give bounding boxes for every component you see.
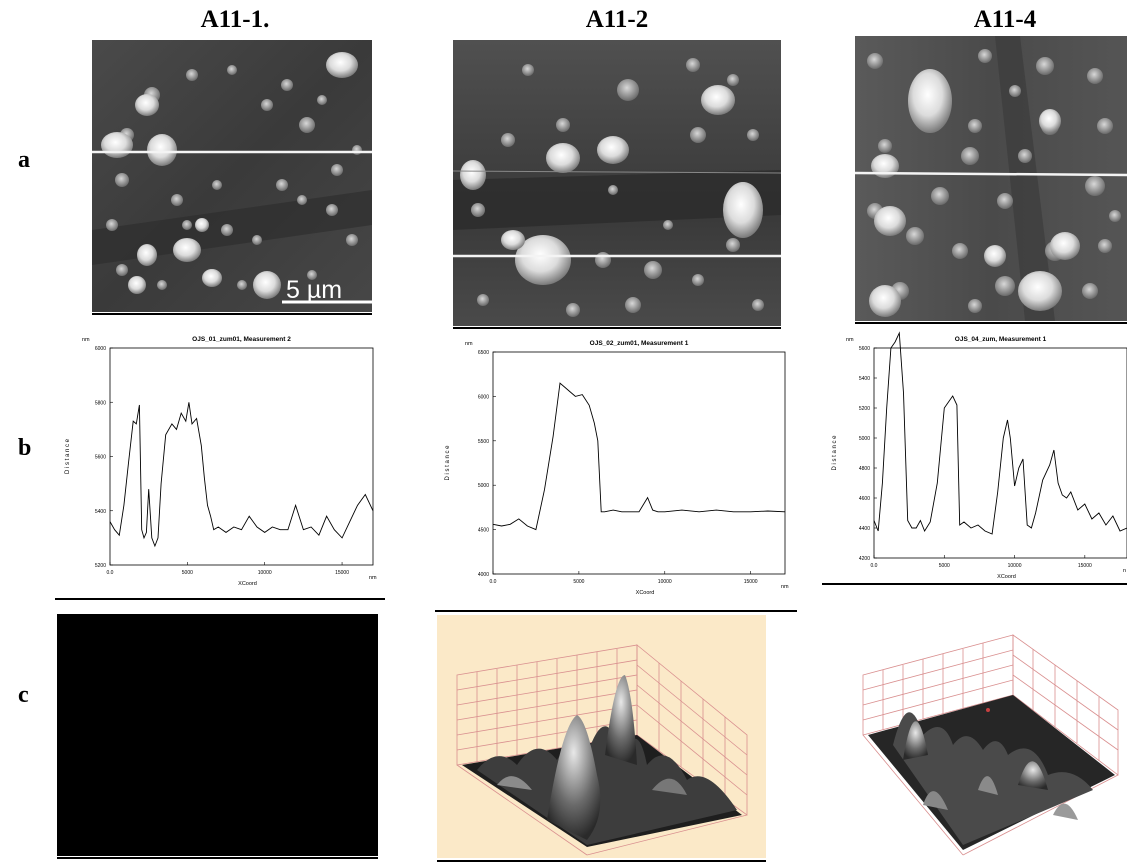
rule-a11-1-c <box>57 857 378 859</box>
profile-chart-a11-1: OJS_01_zum01, Measurement 2 nm nm D i s t a… <box>55 330 385 588</box>
x-axis-label: XCoord <box>997 574 1016 580</box>
y-unit-label: nm <box>846 337 854 343</box>
column-title-a11-4: A11-4 <box>973 6 1037 33</box>
x-unit-label: n <box>1123 568 1126 574</box>
afm-image-a11-4 <box>854 36 1127 321</box>
row-label-b: b <box>18 435 32 461</box>
x-unit-label: nm <box>369 575 377 581</box>
rule-a11-2-a <box>453 327 781 329</box>
x-tick-label: 5000 <box>182 570 193 576</box>
y-tick-label: 5200 <box>859 406 870 412</box>
y-tick-label: 5600 <box>95 455 106 461</box>
y-tick-label: 5800 <box>95 400 106 406</box>
y-tick-label: 4200 <box>859 556 870 562</box>
profile-line <box>873 331 1127 535</box>
plot-frame <box>109 347 374 566</box>
x-tick-label: 10000 <box>658 579 672 585</box>
surface-3d-a11-2-graphic <box>437 615 766 858</box>
y-axis-label: D i s t a n c e <box>832 435 838 471</box>
profile-line <box>109 402 374 548</box>
profile-chart-a11-1-svg: OJS_01_zum01, Measurement 2 nm nm D i s t a… <box>65 336 377 587</box>
x-axis-label: XCoord <box>636 590 655 596</box>
y-tick-label: 4500 <box>478 528 489 534</box>
y-tick-label: 5000 <box>859 436 870 442</box>
y-tick-label: 4800 <box>859 466 870 472</box>
plot-frame <box>492 351 786 575</box>
y-tick-label: 6000 <box>95 346 106 352</box>
y-tick-label: 4000 <box>478 572 489 578</box>
afm-image-a11-1: 5 µm <box>92 40 372 312</box>
rule-a11-1-a <box>92 313 372 315</box>
y-tick-label: 5400 <box>95 509 106 515</box>
rule-a11-2-b <box>435 610 797 612</box>
profile-title: OJS_02_zum01, Measurement 1 <box>590 340 689 347</box>
x-tick-label: 15000 <box>744 579 758 585</box>
y-tick-label: 5600 <box>859 346 870 352</box>
x-tick-label: 10000 <box>1008 563 1022 569</box>
afm-image-a11-4-graphic <box>854 36 1127 321</box>
surface-3d-a11-4-graphic <box>833 615 1127 860</box>
x-tick-label: 0.0 <box>107 570 114 576</box>
row-label-c: c <box>18 682 29 708</box>
x-tick-label: 15000 <box>335 570 349 576</box>
afm-image-a11-1-graphic: 5 µm <box>92 40 372 312</box>
y-unit-label: nm <box>82 337 90 343</box>
rule-a11-1-b <box>55 598 385 600</box>
plot-frame <box>873 347 1127 559</box>
x-tick-label: 5000 <box>939 563 950 569</box>
profile-chart-a11-4-svg: OJS_04_zum, Measurement 1 nm n D i s t a n … <box>832 331 1127 580</box>
y-tick-label: 5500 <box>478 439 489 445</box>
surface-3d-a11-2 <box>437 615 766 858</box>
column-title-a11-1: A11-1. <box>200 6 270 33</box>
surface-3d-a11-4 <box>833 615 1127 860</box>
profile-title: OJS_01_zum01, Measurement 2 <box>192 336 291 343</box>
row-label-a: a <box>18 147 30 173</box>
y-tick-label: 6000 <box>478 394 489 400</box>
y-tick-label: 5000 <box>478 483 489 489</box>
y-tick-label: 4400 <box>859 526 870 532</box>
afm-image-a11-2 <box>452 40 782 326</box>
profile-line <box>492 382 786 531</box>
y-tick-label: 6500 <box>478 350 489 356</box>
surface-3d-a11-1-blank <box>57 614 378 856</box>
afm-image-a11-2-graphic <box>452 40 782 326</box>
rule-a11-4-a <box>855 322 1127 324</box>
x-tick-label: 5000 <box>573 579 584 585</box>
x-axis-label: XCoord <box>238 581 257 587</box>
y-axis-label: D i s t a n c e <box>65 438 71 474</box>
y-tick-label: 5200 <box>95 563 106 569</box>
profile-title: OJS_04_zum, Measurement 1 <box>955 336 1047 343</box>
y-unit-label: nm <box>465 341 473 347</box>
profile-chart-a11-2: OJS_02_zum01, Measurement 1 nm nm D i s t a… <box>435 334 797 598</box>
y-tick-label: 5400 <box>859 376 870 382</box>
x-tick-label: 10000 <box>258 570 272 576</box>
x-tick-label: 0.0 <box>490 579 497 585</box>
x-tick-label: 0.0 <box>871 563 878 569</box>
x-tick-label: 15000 <box>1078 563 1092 569</box>
rule-a11-2-c <box>437 860 766 862</box>
profile-chart-a11-4: OJS_04_zum, Measurement 1 nm n D i s t a n … <box>822 330 1127 582</box>
profile-chart-a11-2-svg: OJS_02_zum01, Measurement 1 nm nm D i s t a… <box>445 340 789 596</box>
y-axis-label: D i s t a n c e <box>445 445 451 481</box>
y-tick-label: 4600 <box>859 496 870 502</box>
x-unit-label: nm <box>781 584 789 590</box>
column-title-a11-2: A11-2 <box>585 6 649 33</box>
scale-bar-label: 5 µm <box>286 276 342 304</box>
rule-a11-4-b <box>822 583 1127 585</box>
